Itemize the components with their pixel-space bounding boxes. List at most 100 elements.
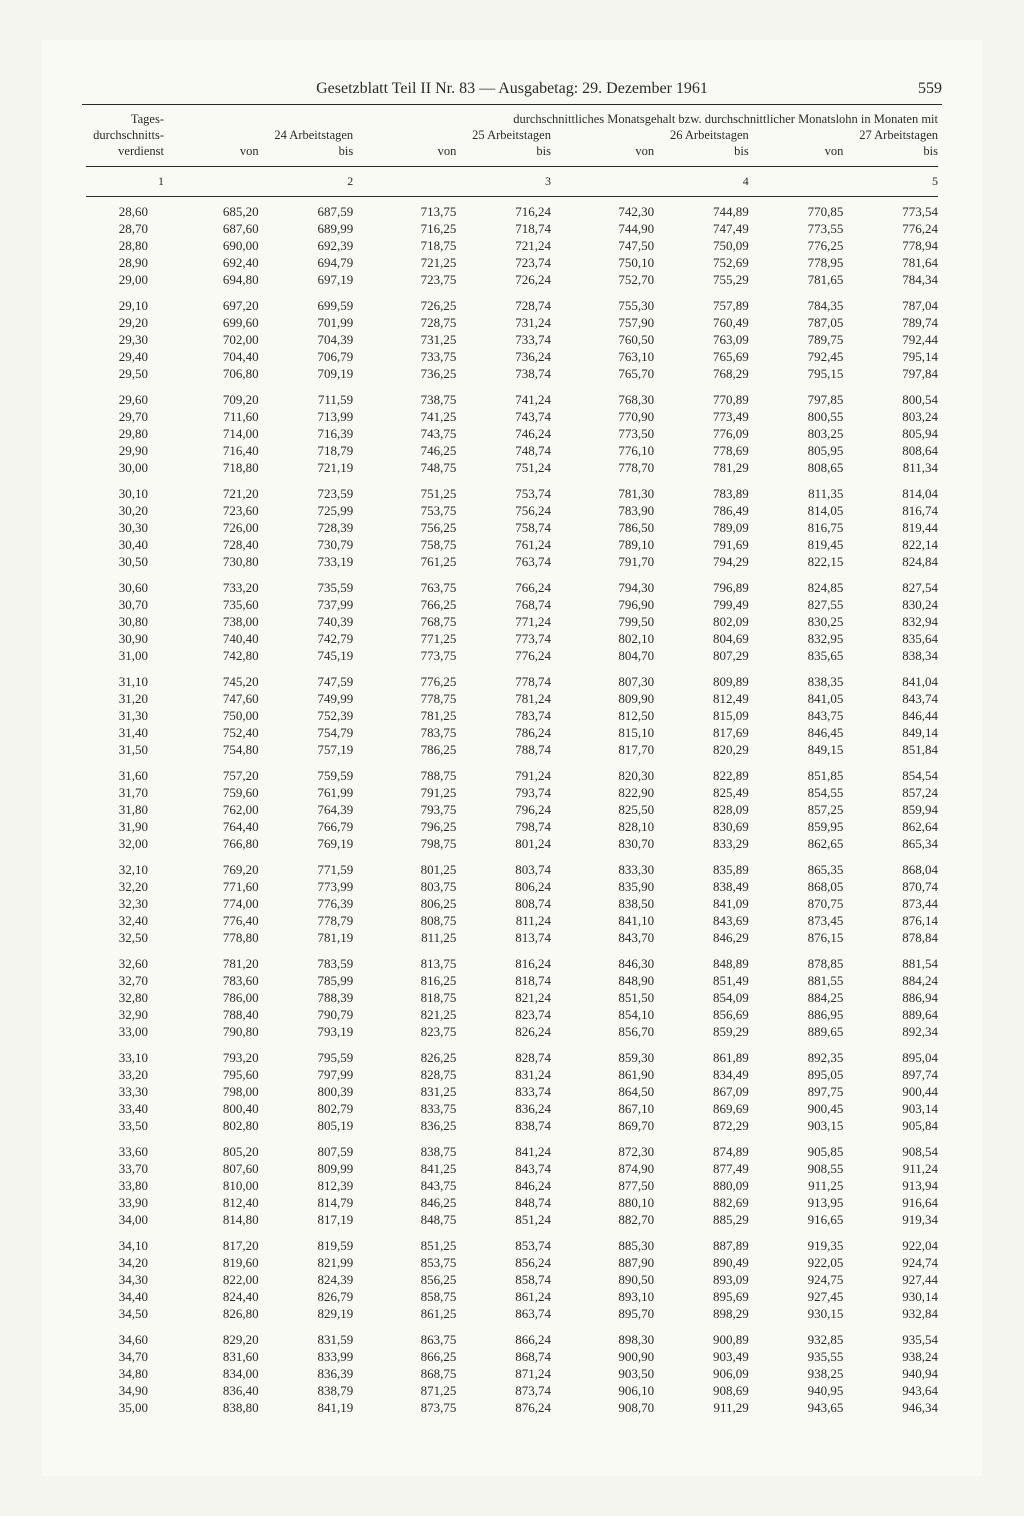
cell: 866,24 — [460, 1331, 555, 1348]
cell: 689,99 — [263, 220, 358, 237]
cell: 895,69 — [658, 1288, 753, 1305]
cell: 773,54 — [847, 203, 942, 220]
cell: 876,14 — [847, 912, 942, 929]
cell: 849,14 — [847, 724, 942, 741]
cell: 793,19 — [263, 1023, 358, 1040]
table-row: 33,60805,20807,59838,75841,24872,30874,8… — [82, 1143, 942, 1160]
cell: 746,24 — [460, 425, 555, 442]
cell: 833,99 — [263, 1348, 358, 1365]
table-row: 32,70783,60785,99816,25818,74848,90851,4… — [82, 972, 942, 989]
cell: 817,70 — [555, 741, 658, 758]
cell: 33,90 — [82, 1194, 168, 1211]
group-gap — [82, 852, 942, 861]
cell: 735,60 — [168, 596, 263, 613]
cell: 841,19 — [263, 1399, 358, 1416]
cell: 31,20 — [82, 690, 168, 707]
cell: 763,10 — [555, 348, 658, 365]
cell: 28,70 — [82, 220, 168, 237]
cell: 846,30 — [555, 955, 658, 972]
table-row: 29,40704,40706,79733,75736,24763,10765,6… — [82, 348, 942, 365]
table-row: 29,50706,80709,19736,25738,74765,70768,2… — [82, 365, 942, 382]
cell: 881,54 — [847, 955, 942, 972]
cell: 709,20 — [168, 391, 263, 408]
cell: 30,30 — [82, 519, 168, 536]
cell: 781,20 — [168, 955, 263, 972]
cell: 32,50 — [82, 929, 168, 946]
span-label: durchschnittliches Monatsgehalt bzw. dur… — [168, 111, 942, 127]
cell: 940,95 — [753, 1382, 848, 1399]
cell: 728,40 — [168, 536, 263, 553]
cell: 738,00 — [168, 613, 263, 630]
cell: 755,29 — [658, 271, 753, 288]
cell: 940,94 — [847, 1365, 942, 1382]
cell: 768,29 — [658, 365, 753, 382]
header-row-2: durchschnitts- 24 Arbeitstagen 25 Arbeit… — [82, 127, 942, 143]
table-row: 31,30750,00752,39781,25783,74812,50815,0… — [82, 707, 942, 724]
cell: 778,69 — [658, 442, 753, 459]
cell: 815,10 — [555, 724, 658, 741]
cell: 32,20 — [82, 878, 168, 895]
table-row: 32,50778,80781,19811,25813,74843,70846,2… — [82, 929, 942, 946]
cell: 890,50 — [555, 1271, 658, 1288]
cell: 735,59 — [263, 579, 358, 596]
cell: 825,49 — [658, 784, 753, 801]
cell: 812,39 — [263, 1177, 358, 1194]
cell: 841,24 — [460, 1143, 555, 1160]
cell: 857,24 — [847, 784, 942, 801]
cell: 869,69 — [658, 1100, 753, 1117]
group-gap — [82, 758, 942, 767]
cell: 790,79 — [263, 1006, 358, 1023]
cell: 774,00 — [168, 895, 263, 912]
von-0: von — [168, 143, 263, 159]
table-row: 34,70831,60833,99866,25868,74900,90903,4… — [82, 1348, 942, 1365]
cell: 919,35 — [753, 1237, 848, 1254]
cell: 783,60 — [168, 972, 263, 989]
cell: 826,79 — [263, 1288, 358, 1305]
group-gap — [82, 382, 942, 391]
cell: 773,50 — [555, 425, 658, 442]
cell: 833,74 — [460, 1083, 555, 1100]
table-row: 31,80762,00764,39793,75796,24825,50828,0… — [82, 801, 942, 818]
cell: 789,09 — [658, 519, 753, 536]
cell: 32,80 — [82, 989, 168, 1006]
table-row: 28,60685,20687,59713,75716,24742,30744,8… — [82, 203, 942, 220]
cell: 887,90 — [555, 1254, 658, 1271]
cell: 800,40 — [168, 1100, 263, 1117]
cell: 749,99 — [263, 690, 358, 707]
cell: 816,74 — [847, 502, 942, 519]
cell: 806,24 — [460, 878, 555, 895]
cell: 33,30 — [82, 1083, 168, 1100]
cell: 31,60 — [82, 767, 168, 784]
page-number: 559 — [918, 80, 942, 98]
cell: 34,60 — [82, 1331, 168, 1348]
cell: 687,59 — [263, 203, 358, 220]
cell: 795,59 — [263, 1049, 358, 1066]
cell: 29,20 — [82, 314, 168, 331]
cell: 922,05 — [753, 1254, 848, 1271]
cell: 776,39 — [263, 895, 358, 912]
cell: 908,55 — [753, 1160, 848, 1177]
cell: 822,14 — [847, 536, 942, 553]
cell: 702,00 — [168, 331, 263, 348]
cell: 833,75 — [357, 1100, 460, 1117]
cell: 694,80 — [168, 271, 263, 288]
cell: 911,25 — [753, 1177, 848, 1194]
cell: 762,00 — [168, 801, 263, 818]
cell: 897,75 — [753, 1083, 848, 1100]
cell: 745,19 — [263, 647, 358, 664]
header-row-1: Tages- durchschnittliches Monatsgehalt b… — [82, 111, 942, 127]
cell: 890,49 — [658, 1254, 753, 1271]
cell: 841,05 — [753, 690, 848, 707]
cell: 854,09 — [658, 989, 753, 1006]
cell: 924,75 — [753, 1271, 848, 1288]
cell: 823,74 — [460, 1006, 555, 1023]
cell: 886,95 — [753, 1006, 848, 1023]
cell: 812,50 — [555, 707, 658, 724]
cell: 835,89 — [658, 861, 753, 878]
cell: 799,50 — [555, 613, 658, 630]
cell: 808,75 — [357, 912, 460, 929]
cell: 773,49 — [658, 408, 753, 425]
cell: 851,49 — [658, 972, 753, 989]
cell: 828,75 — [357, 1066, 460, 1083]
cell: 895,05 — [753, 1066, 848, 1083]
